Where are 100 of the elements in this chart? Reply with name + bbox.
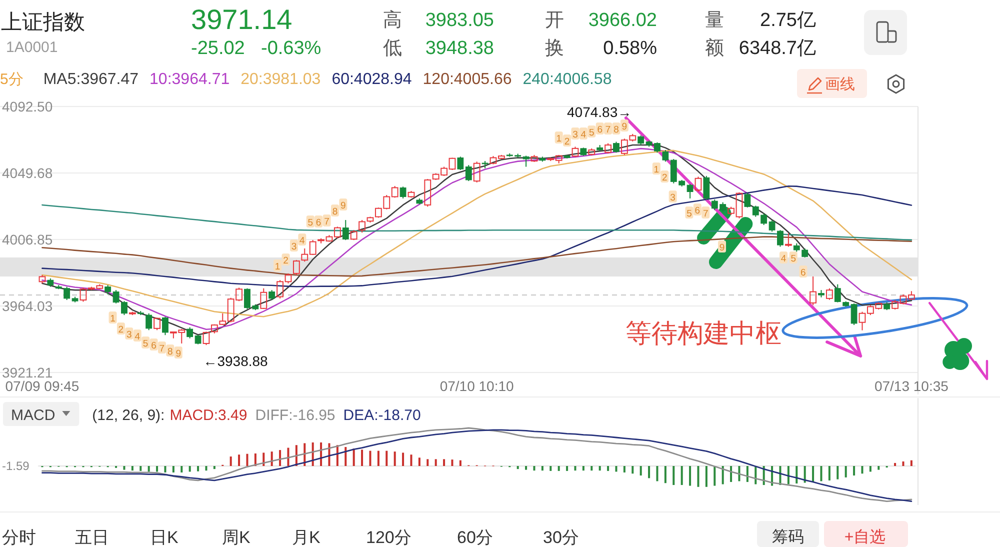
sequence-mark: 7 xyxy=(322,214,331,228)
bar xyxy=(746,466,748,482)
sequence-mark: 6 xyxy=(596,122,604,136)
annotation: 2 xyxy=(118,324,124,336)
bar xyxy=(516,466,519,470)
text: 10:3964.71 xyxy=(150,71,230,88)
annotation: 3 xyxy=(291,242,297,252)
bar xyxy=(451,460,454,466)
annotation: 4 xyxy=(580,130,586,140)
text: 3983.05 xyxy=(425,10,494,31)
text: 120:4005.66 xyxy=(422,71,512,88)
annotation: ←3938.88 xyxy=(203,353,268,370)
text: MA5:3967.47 xyxy=(43,71,139,88)
bar xyxy=(910,460,912,466)
y-tick-label: 3921.21 xyxy=(2,364,53,380)
annotation: 1 xyxy=(654,164,660,176)
bar xyxy=(812,466,814,482)
bar xyxy=(123,466,126,470)
bar xyxy=(426,459,429,466)
bar xyxy=(197,466,200,472)
text: 筹码 xyxy=(772,528,804,546)
bar xyxy=(459,460,462,466)
sequence-mark: 9 xyxy=(339,198,348,212)
text: 额 xyxy=(705,37,724,59)
annotation: 1 xyxy=(274,262,280,272)
bar xyxy=(402,452,404,466)
bar xyxy=(443,459,446,466)
chart-title: MACD xyxy=(11,407,56,424)
sequence-mark: 9 xyxy=(620,120,628,132)
sequence-mark: 3 xyxy=(125,328,134,340)
sequence-mark: 1 xyxy=(554,132,563,144)
annotation: 2 xyxy=(662,172,668,184)
bar xyxy=(344,447,347,466)
sequence-mark: 8 xyxy=(612,122,620,136)
bar xyxy=(386,450,388,466)
bar xyxy=(820,466,822,482)
text: 月K xyxy=(292,528,321,547)
bar xyxy=(550,466,552,471)
sequence-mark: 4 xyxy=(133,330,142,342)
annotation: 6 xyxy=(151,340,156,352)
annotation: 6 xyxy=(316,218,322,228)
text: 分时 xyxy=(2,528,36,547)
annotation: 6 xyxy=(597,124,602,136)
bar xyxy=(664,466,666,484)
x-tick-label: 07/13 10:35 xyxy=(874,378,949,394)
sequence-mark: 4 xyxy=(780,252,788,264)
text: 3948.38 xyxy=(425,38,494,59)
chart-subtitle: (12, 26, 9): xyxy=(92,407,165,424)
bar xyxy=(213,466,216,470)
bar xyxy=(148,466,150,472)
annotation: 4 xyxy=(134,332,140,342)
annotation: 7 xyxy=(702,208,708,220)
bar xyxy=(541,466,544,471)
bar xyxy=(894,462,896,466)
bar xyxy=(558,466,560,471)
bar xyxy=(238,454,240,466)
annotation: 5 xyxy=(790,254,796,264)
sequence-mark: 4 xyxy=(298,234,306,246)
bar xyxy=(672,466,675,485)
annotation: 7 xyxy=(159,344,165,354)
bar xyxy=(697,466,700,487)
annotation: 7 xyxy=(605,124,611,136)
text: -25.02 xyxy=(191,38,245,59)
text: 120分 xyxy=(366,528,412,547)
text: 五日 xyxy=(75,528,109,547)
bar xyxy=(533,466,536,471)
text: 3971.14 xyxy=(191,4,292,35)
annotation: 8 xyxy=(332,206,338,218)
series-label: DIFF:-16.95 xyxy=(255,407,336,424)
text: 240:4006.58 xyxy=(522,71,612,88)
bar xyxy=(730,466,732,482)
sequence-mark: 6 xyxy=(799,266,808,278)
bar xyxy=(434,459,437,466)
sequence-mark: 5 xyxy=(789,252,798,264)
sequence-mark: 8 xyxy=(330,204,339,218)
series-label: MACD:3.49 xyxy=(170,407,248,424)
bar xyxy=(164,466,166,472)
bar xyxy=(205,466,208,471)
bar xyxy=(878,466,880,470)
bar xyxy=(828,466,830,480)
sequence-mark: 8 xyxy=(166,344,174,358)
bar xyxy=(590,466,593,471)
annotation: 4 xyxy=(780,254,786,264)
x-tick-label: 07/09 09:45 xyxy=(5,378,80,394)
x-tick-label: 07/10 10:10 xyxy=(440,378,514,394)
text: 高 xyxy=(383,9,402,31)
sequence-mark: 5 xyxy=(588,126,596,138)
bar xyxy=(722,466,724,484)
bar xyxy=(361,450,364,466)
bar xyxy=(140,466,142,471)
sequence-mark: 1 xyxy=(274,260,282,272)
annotation: 1 xyxy=(110,314,116,324)
text: 上证指数 xyxy=(1,11,85,34)
annotation: 3 xyxy=(126,330,132,340)
text: 日K xyxy=(150,528,179,547)
annotation: 9 xyxy=(176,348,181,360)
sequence-mark: 5 xyxy=(306,216,314,228)
text: 低 xyxy=(383,38,402,59)
text: 20:3981.03 xyxy=(240,71,321,88)
bar xyxy=(180,466,183,472)
